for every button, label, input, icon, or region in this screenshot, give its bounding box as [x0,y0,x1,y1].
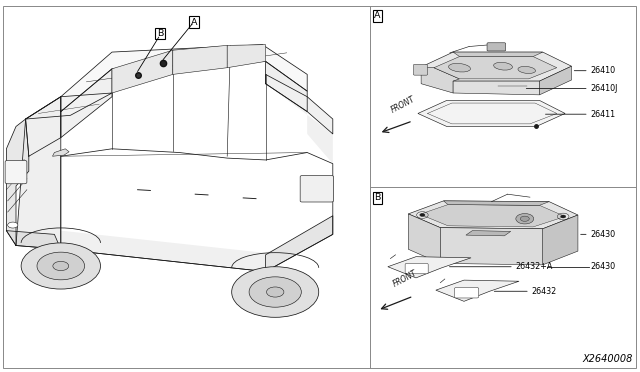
Circle shape [21,243,100,289]
FancyBboxPatch shape [5,160,27,184]
FancyBboxPatch shape [454,288,479,298]
Circle shape [37,252,84,280]
FancyBboxPatch shape [413,64,428,75]
Polygon shape [6,119,29,246]
Polygon shape [61,74,333,272]
Polygon shape [420,205,565,227]
Ellipse shape [518,67,536,73]
Polygon shape [421,67,460,93]
Polygon shape [440,228,543,265]
Text: B: B [374,193,381,202]
Ellipse shape [493,62,513,70]
Polygon shape [434,57,557,79]
Circle shape [232,267,319,317]
Text: FRONT: FRONT [390,94,417,115]
Ellipse shape [449,63,470,72]
Polygon shape [227,45,266,68]
Polygon shape [6,231,61,249]
Polygon shape [26,97,61,156]
Polygon shape [444,201,549,205]
Polygon shape [540,66,572,95]
FancyBboxPatch shape [300,176,333,202]
Text: A: A [374,11,381,20]
Text: 26410J: 26410J [590,84,618,93]
Text: FRONT: FRONT [392,269,419,289]
Polygon shape [266,74,333,134]
Polygon shape [418,100,565,126]
Circle shape [420,214,425,217]
Polygon shape [61,69,112,138]
Polygon shape [408,201,578,229]
Text: 26432+A: 26432+A [515,262,552,271]
Polygon shape [453,81,540,95]
Circle shape [266,287,284,297]
Circle shape [520,216,529,221]
Polygon shape [466,231,511,236]
Polygon shape [388,257,471,278]
Circle shape [561,215,566,218]
Circle shape [249,277,301,307]
Text: B: B [157,29,163,38]
Polygon shape [16,97,61,249]
Circle shape [53,262,68,270]
Text: 26430: 26430 [590,230,615,239]
Circle shape [516,214,534,224]
Polygon shape [112,50,173,93]
Text: 26432: 26432 [531,287,556,296]
Polygon shape [26,93,112,119]
Polygon shape [421,52,572,81]
Circle shape [8,222,18,228]
FancyBboxPatch shape [3,6,636,368]
Polygon shape [543,215,578,265]
FancyBboxPatch shape [487,43,506,51]
Polygon shape [266,61,307,112]
Text: 26411: 26411 [590,110,615,119]
Text: X2640008: X2640008 [582,354,632,364]
Text: 26430: 26430 [590,262,615,271]
Text: A: A [191,18,197,27]
FancyBboxPatch shape [405,263,428,274]
Polygon shape [52,149,69,156]
Polygon shape [436,280,519,301]
Polygon shape [173,45,227,74]
Polygon shape [408,214,440,263]
Polygon shape [266,216,333,272]
Text: 26410: 26410 [590,66,615,75]
Polygon shape [61,45,307,112]
Polygon shape [453,52,543,57]
